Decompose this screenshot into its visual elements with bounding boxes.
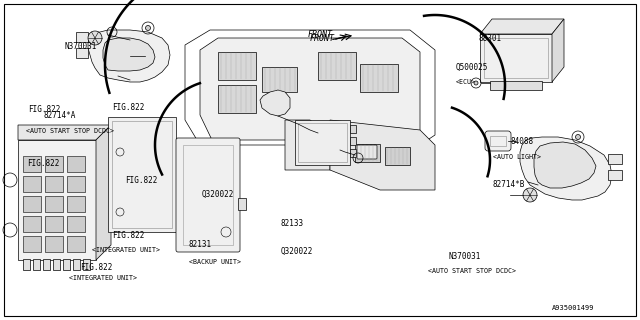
Text: 82714*B: 82714*B [493,180,525,188]
Bar [218,85,256,113]
Bar [608,154,622,164]
Bar [490,81,542,90]
Bar [43,259,50,270]
Bar [298,123,347,162]
Text: N370031: N370031 [448,252,481,261]
Polygon shape [260,90,290,116]
Bar [23,156,41,172]
Bar [360,64,398,92]
Bar [67,216,85,232]
Text: 82714*A: 82714*A [44,111,76,120]
Text: <INTEGRATED UNIT>: <INTEGRATED UNIT> [69,276,137,281]
Bar [238,198,246,210]
Polygon shape [330,120,435,190]
Bar [112,121,172,228]
Text: <AUTO LIGHT>: <AUTO LIGHT> [493,154,541,160]
Circle shape [523,188,537,202]
Bar [76,48,88,58]
Polygon shape [285,120,330,170]
Bar [45,176,63,192]
Text: 88301: 88301 [479,34,502,43]
Bar [183,145,233,245]
Polygon shape [18,125,111,140]
Polygon shape [96,125,111,260]
Text: FIG.822: FIG.822 [125,176,157,185]
Bar [23,216,41,232]
Bar [484,38,548,78]
Text: FRONT: FRONT [308,30,333,39]
Text: 82131: 82131 [189,240,212,249]
Text: 82133: 82133 [280,220,303,228]
Bar [385,147,410,165]
Text: FIG.822: FIG.822 [27,159,60,168]
Bar [45,216,63,232]
FancyBboxPatch shape [485,131,511,151]
Text: FIG.822: FIG.822 [28,105,60,114]
Text: FIG.822: FIG.822 [80,263,113,272]
Bar [33,259,40,270]
Text: A935001499: A935001499 [552,305,594,311]
Bar [355,144,380,162]
Bar [350,125,356,133]
Text: Q320022: Q320022 [202,190,234,199]
Text: <AUTO START STOP DCDC>: <AUTO START STOP DCDC> [428,268,516,274]
Polygon shape [200,38,420,140]
Bar [218,52,256,80]
Text: N370031: N370031 [64,42,97,51]
Bar [350,137,356,145]
Text: 84088: 84088 [511,137,534,146]
Bar [108,117,176,232]
Polygon shape [520,137,612,200]
Bar [83,259,90,270]
FancyBboxPatch shape [176,138,240,252]
Polygon shape [480,19,564,34]
Text: <INTEGRATED UNIT>: <INTEGRATED UNIT> [92,247,160,253]
Text: FRONT: FRONT [310,34,335,43]
Bar [63,259,70,270]
Bar [45,196,63,212]
Text: Q500025: Q500025 [456,63,488,72]
Bar [480,34,552,82]
Bar [262,67,297,92]
Bar [76,32,88,42]
Bar [45,236,63,252]
Text: <ECU>: <ECU> [456,79,476,84]
Bar [67,156,85,172]
Bar [295,120,350,165]
Bar [45,156,63,172]
Polygon shape [88,30,170,82]
Text: <BACKUP UNIT>: <BACKUP UNIT> [189,259,241,265]
Bar [53,259,60,270]
Bar [23,259,30,270]
Bar [67,196,85,212]
Bar [23,236,41,252]
Bar [608,170,622,180]
Bar [490,136,506,146]
Bar [67,236,85,252]
Bar [23,176,41,192]
Polygon shape [534,142,596,188]
Bar [23,196,41,212]
Circle shape [575,134,580,140]
Circle shape [88,31,102,45]
Bar [18,140,96,260]
Text: FIG.822: FIG.822 [112,103,145,112]
Bar [350,149,356,157]
Bar [67,176,85,192]
Text: FIG.822: FIG.822 [112,231,145,240]
Polygon shape [103,38,155,71]
FancyBboxPatch shape [357,145,377,159]
Bar [318,52,356,80]
Text: <AUTO START STOP DCDC>: <AUTO START STOP DCDC> [26,128,114,134]
Circle shape [145,26,150,30]
Polygon shape [552,19,564,82]
Bar [73,259,80,270]
Text: Q320022: Q320022 [280,247,313,256]
Circle shape [474,81,478,85]
